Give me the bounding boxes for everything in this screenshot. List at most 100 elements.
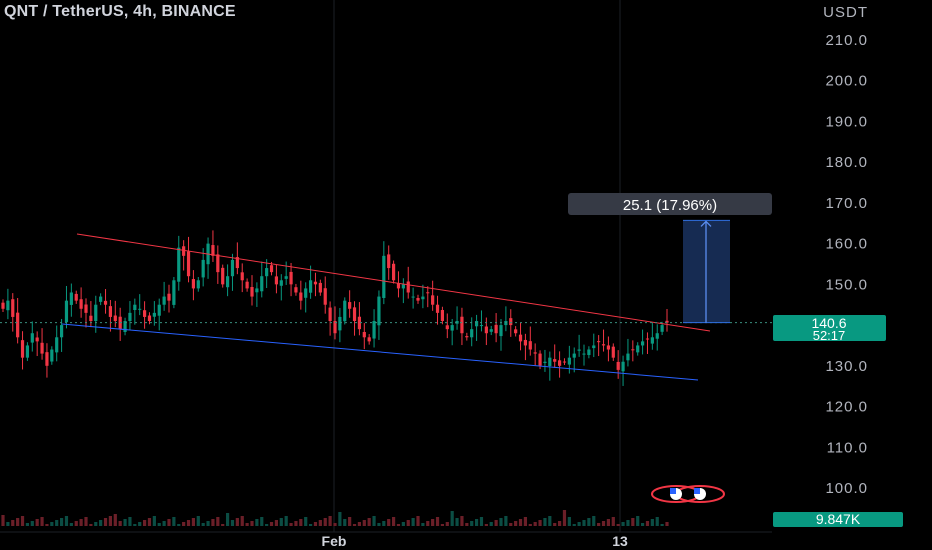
candle-body (499, 325, 503, 337)
volume-bar (308, 524, 313, 526)
candle-body (265, 268, 269, 277)
volume-bar (196, 516, 200, 526)
candle-body (474, 321, 479, 327)
candle-body (196, 280, 200, 289)
candle-body (240, 272, 244, 281)
candle-body (362, 332, 366, 338)
volume-bar (474, 519, 479, 526)
volume-bar (50, 522, 54, 526)
candle-body (177, 247, 181, 282)
volume-bar (411, 518, 415, 526)
y-tick-label: 190.0 (825, 113, 868, 130)
candle-body (396, 283, 401, 289)
candle-body (621, 361, 625, 372)
volume-bar (406, 520, 410, 526)
candle-body (162, 296, 166, 305)
candle-body (479, 325, 484, 327)
volume-bar (636, 516, 640, 526)
volume-bar (611, 517, 615, 526)
volume-bar (16, 518, 20, 526)
us-flag-event-icon[interactable] (651, 485, 725, 503)
candle-body (406, 281, 410, 293)
volume-bar (94, 522, 98, 526)
volume-bar (606, 519, 611, 526)
support-line[interactable] (61, 323, 699, 381)
candle-body (1, 302, 5, 309)
candle-body (572, 353, 576, 358)
volume-bar (123, 519, 127, 526)
candle-body (186, 251, 191, 277)
volume-bar (299, 519, 303, 526)
candle-body (357, 316, 362, 330)
candle-body (548, 357, 552, 367)
candle-body (631, 349, 635, 351)
volume-bar (274, 520, 279, 526)
candle-body (20, 340, 25, 358)
volume-bar (660, 524, 664, 526)
volume-bar (665, 522, 669, 526)
measure-arrow-head (700, 220, 712, 227)
candle-body (284, 276, 288, 279)
volume-bar (445, 522, 449, 526)
volume-bar (118, 521, 122, 526)
volume-bar (357, 522, 362, 526)
candle-body (225, 276, 230, 288)
candle-body (142, 310, 147, 317)
volume-bar (470, 521, 474, 526)
candle-body (138, 308, 142, 310)
candle-body (611, 346, 615, 358)
candle-body (323, 288, 327, 305)
candle-body (99, 296, 103, 302)
volume-bar (142, 520, 147, 526)
volume-bar (284, 516, 288, 526)
candle-body (640, 341, 645, 346)
x-tick-label: Feb (322, 533, 347, 549)
volume-bar (182, 522, 186, 526)
candle-body (84, 304, 88, 313)
candle-body (460, 316, 464, 334)
candle-body (333, 321, 337, 334)
volume-bar (250, 521, 254, 526)
volume-bar (489, 522, 493, 526)
volume-bar (216, 517, 220, 526)
volume-bar (631, 518, 635, 526)
volume-bar (103, 518, 108, 526)
candle-body (230, 259, 235, 277)
resistance-line[interactable] (76, 233, 711, 332)
volume-bar (514, 521, 518, 526)
candle-body (411, 296, 415, 298)
measure-label: 25.1 (17.96%) (623, 197, 717, 214)
time-axis[interactable]: Feb 13 (322, 533, 628, 549)
volume-bar (6, 522, 10, 526)
y-tick-label: 170.0 (825, 195, 868, 212)
volume-bar (582, 520, 586, 526)
trendlines[interactable] (0, 233, 772, 381)
measure-tool[interactable]: 25.1 (17.96%) (568, 193, 772, 324)
volume-bar (504, 516, 508, 526)
candle-body (455, 321, 459, 324)
price-axis[interactable]: USDT100.0110.0120.0130.0140.0150.0160.01… (823, 4, 868, 497)
volume-bar (465, 523, 469, 526)
volume-bar (484, 524, 488, 526)
candle-body (514, 329, 518, 334)
candle-body (391, 263, 396, 281)
volume-bar (201, 523, 205, 526)
volume-tag (773, 512, 903, 527)
candle-body (103, 300, 108, 305)
volume-bar (377, 523, 381, 526)
volume-bar (55, 520, 59, 526)
candle-body (377, 296, 381, 326)
candle-body (533, 352, 537, 354)
volume-bar (177, 524, 181, 526)
candle-body (35, 337, 39, 342)
volume-bar (362, 520, 366, 526)
candle-body (40, 342, 44, 354)
candle-body (440, 310, 445, 322)
volume-bar (640, 523, 645, 526)
candle-body (50, 349, 54, 362)
volume-bar (84, 517, 88, 526)
candle-body (123, 321, 127, 333)
volume-bar (162, 521, 166, 526)
y-tick-label: 100.0 (825, 480, 868, 497)
